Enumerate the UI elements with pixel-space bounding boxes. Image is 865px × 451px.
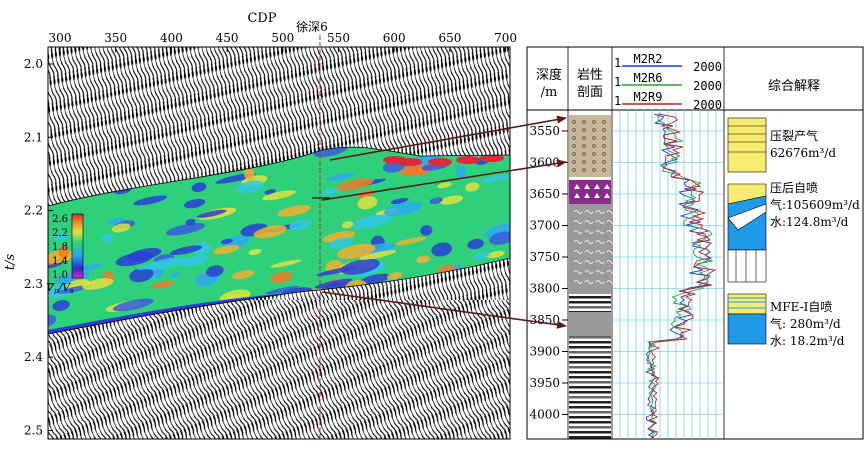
curve-max-label: 2000 xyxy=(693,79,722,93)
arrow-mid xyxy=(321,159,567,201)
y-tick-label: 2.1 xyxy=(24,130,43,144)
depth-tick-label: 3950 xyxy=(529,376,560,390)
y-tick-label: 2.3 xyxy=(24,277,43,291)
x-axis-ticks: 300 350 400 450 500 550 600 650 700 xyxy=(49,31,517,52)
curve-headers: 1 M2R2 2000 1 M2R6 2000 1 M2R9 2000 xyxy=(614,52,722,112)
depth-unit-header: /m xyxy=(541,85,558,100)
y-tick-label: 2.2 xyxy=(24,204,43,218)
interpretation-header: 综合解释 xyxy=(768,79,820,94)
x-tick-label: 700 xyxy=(494,31,517,45)
interpretation-text: 气:105609m³/d xyxy=(770,197,860,212)
x-tick-label: 450 xyxy=(216,31,239,45)
x-tick-label: 600 xyxy=(383,31,406,45)
lithology-header-2: 剖面 xyxy=(577,85,603,100)
colorbar-tick-label: 1.8 xyxy=(52,242,68,253)
curve-name-label: M2R9 xyxy=(634,90,663,104)
x-tick-label: 300 xyxy=(49,31,72,45)
colorbar: 2.6 2.2 1.8 1.4 1.0 Vp/Vs xyxy=(46,213,84,295)
colorbar-label: Vp/Vs xyxy=(46,281,74,295)
depth-tick-label: 3800 xyxy=(529,282,560,296)
x-tick-label: 500 xyxy=(271,31,294,45)
correlation-arrows xyxy=(312,115,567,329)
y-tick-label: 2.0 xyxy=(24,57,43,71)
x-tick-label: 650 xyxy=(438,31,461,45)
curve-name-label: M2R2 xyxy=(634,52,663,66)
curve-max-label: 2000 xyxy=(693,60,722,74)
seismic-background-lower xyxy=(48,300,510,439)
y-tick-label: 2.4 xyxy=(24,350,43,364)
arrow-bottom xyxy=(321,291,567,329)
colorbar-gradient xyxy=(71,213,84,279)
x-axis-title: CDP xyxy=(247,11,276,26)
colorbar-tick-label: 2.6 xyxy=(52,214,68,225)
depth-tick-label: 3550 xyxy=(529,124,560,138)
y-tick-label: 2.5 xyxy=(24,424,43,438)
well-label: 徐深6 xyxy=(296,19,328,34)
lithology-header: 岩性 xyxy=(577,68,603,83)
colorbar-tick-label: 1.0 xyxy=(52,270,68,281)
interpretation-text: 压后自喷 xyxy=(770,181,818,195)
x-tick-label: 350 xyxy=(104,31,127,45)
interpretation-text: 气: 280m³/d xyxy=(770,316,841,331)
x-tick-label: 550 xyxy=(327,31,350,45)
log-curve-track xyxy=(612,110,724,439)
colorbar-tick-label: 2.2 xyxy=(52,228,68,239)
y-axis-ticks: 2.0 2.1 2.2 2.3 2.4 2.5 xyxy=(24,57,53,438)
interpretation-text: 62676m³/d xyxy=(770,146,836,160)
depth-tick-label: 4000 xyxy=(529,408,560,422)
depth-tick-label: 3750 xyxy=(529,250,560,264)
seismic-frame xyxy=(47,46,511,440)
interpretation-text: MFE-I自喷 xyxy=(770,300,832,314)
interpretation-text: 水:124.8m³/d xyxy=(770,215,849,229)
depth-tick-label: 3900 xyxy=(529,345,560,359)
curve-min-label: 1 xyxy=(614,56,621,70)
depth-tick-label: 3650 xyxy=(529,187,560,201)
interpretation-text: 水: 18.2m³/d xyxy=(770,334,845,348)
curve-name-label: M2R6 xyxy=(634,71,663,85)
depth-tick-label: 3700 xyxy=(529,219,560,233)
colorbar-tick-label: 1.4 xyxy=(52,256,68,267)
y-axis-title: t/s xyxy=(3,254,18,271)
curve-max-label: 2000 xyxy=(693,98,722,112)
curve-min-label: 1 xyxy=(614,94,621,108)
interpretation-text: 压裂产气 xyxy=(770,128,818,143)
lithology-column xyxy=(569,115,616,439)
depth-header: 深度 xyxy=(536,67,562,83)
arrow-top xyxy=(329,115,567,161)
curve-min-label: 1 xyxy=(614,75,621,89)
seismic-section: 2.6 2.2 1.8 1.4 1.0 Vp/Vs CDP 徐深6 300 350 400 4… xyxy=(3,11,517,440)
x-tick-label: 400 xyxy=(160,31,183,45)
